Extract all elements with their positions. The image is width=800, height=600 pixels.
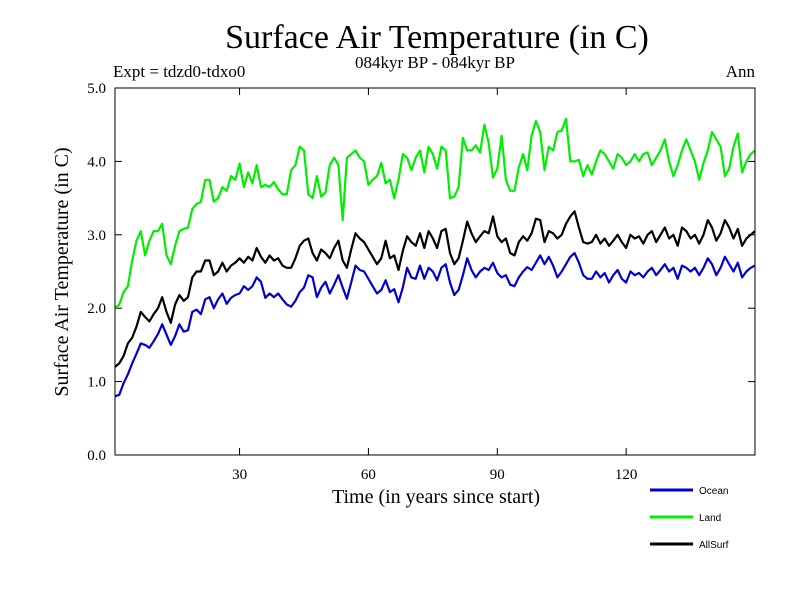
plot-frame [114, 87, 756, 456]
chart-subtitle: 084kyr BP - 084kyr BP [355, 53, 515, 72]
axis-ticks: 0.0 1.0 2.0 3.0 4.0 5.0 30 60 90 120 [87, 81, 755, 483]
chart-title: Surface Air Temperature (in C) [225, 19, 649, 56]
y-tick-label: 0.0 [87, 448, 106, 464]
series-line-ocean [114, 252, 756, 398]
legend-label-allsurf: AllSurf [699, 540, 729, 551]
y-tick-label: 1.0 [87, 375, 106, 391]
y-tick-label: 4.0 [87, 154, 106, 170]
season-label: Ann [726, 62, 756, 81]
series-lines [114, 117, 756, 398]
legend: Ocean Land AllSurf [650, 486, 729, 551]
series-line-land [114, 117, 756, 310]
x-tick-label: 30 [232, 467, 247, 483]
y-tick-label: 3.0 [87, 228, 106, 244]
y-tick-label: 5.0 [87, 81, 106, 97]
y-axis-label: Surface Air Temperature (in C) [51, 147, 73, 396]
x-axis-label: Time (in years since start) [332, 486, 540, 508]
legend-label-ocean: Ocean [699, 486, 728, 497]
experiment-label: Expt = tdzd0-tdxo0 [113, 62, 245, 81]
y-tick-label: 2.0 [87, 301, 106, 317]
x-tick-label: 120 [615, 467, 638, 483]
x-tick-label: 60 [361, 467, 376, 483]
x-tick-label: 90 [490, 467, 505, 483]
legend-label-land: Land [699, 513, 721, 524]
series-line-allsurf [114, 210, 756, 368]
